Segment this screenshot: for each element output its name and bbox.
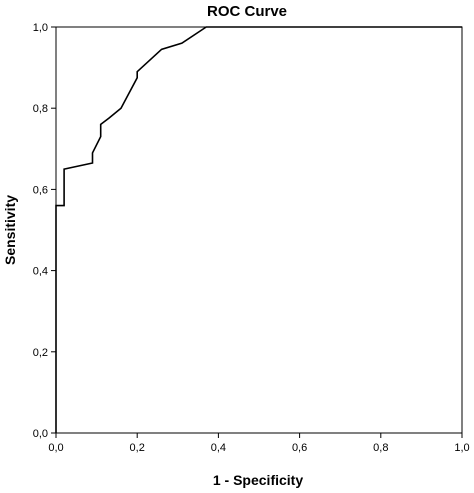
y-tick-label: 0,6 <box>33 184 48 196</box>
x-tick-label: 0,8 <box>373 442 388 454</box>
x-tick-label: 0,2 <box>130 442 145 454</box>
y-axis-label: Sensitivity <box>2 195 18 265</box>
plot-frame <box>55 26 463 434</box>
y-tick-label: 0,8 <box>33 103 48 115</box>
x-tick-label: 0,6 <box>292 442 307 454</box>
y-tick-label: 0,4 <box>33 266 48 278</box>
x-axis: 0,0 0,2 0,4 0,6 0,8 1,0 <box>48 433 470 454</box>
y-tick-label: 0,0 <box>33 428 48 440</box>
chart-title: ROC Curve <box>207 3 287 20</box>
y-tick-label: 1,0 <box>33 22 48 34</box>
x-tick-label: 0,0 <box>48 442 63 454</box>
x-axis-label: 1 - Specificity <box>213 472 303 488</box>
y-tick-label: 0,2 <box>33 347 48 359</box>
x-tick-label: 0,4 <box>211 442 226 454</box>
roc-curve-line <box>55 26 462 433</box>
x-tick-label: 1,0 <box>454 442 469 454</box>
y-axis: 0,0 0,2 0,4 0,6 0,8 1,0 <box>33 22 56 440</box>
